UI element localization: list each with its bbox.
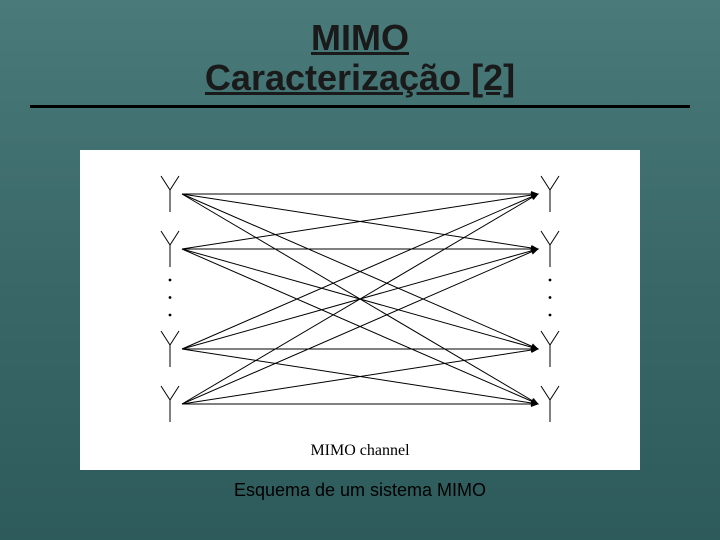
title-block: MIMO Caracterização [2] xyxy=(0,0,720,97)
caption: Esquema de um sistema MIMO xyxy=(0,480,720,501)
tx-antennas-group xyxy=(161,176,179,422)
ellipsis-dot xyxy=(169,279,172,282)
tx-antenna-icon xyxy=(161,176,179,212)
rx-antenna-icon xyxy=(541,331,559,367)
ellipsis-dot xyxy=(549,314,552,317)
ellipsis-dot xyxy=(169,296,172,299)
rx-antennas-group xyxy=(541,176,559,422)
mimo-svg xyxy=(80,150,640,470)
rx-antenna-icon xyxy=(541,386,559,422)
diagram-label: MIMO channel xyxy=(80,442,640,460)
tx-antenna-icon xyxy=(161,231,179,267)
mimo-diagram: MIMO channel xyxy=(80,150,640,470)
rx-antenna-icon xyxy=(541,176,559,212)
ellipsis-dot xyxy=(169,314,172,317)
slide: MIMO Caracterização [2] MIMO channel Esq… xyxy=(0,0,720,540)
title-underline-rule xyxy=(30,105,690,108)
rx-antenna-icon xyxy=(541,231,559,267)
title-line-2: Caracterização [2] xyxy=(0,58,720,98)
title-line-1: MIMO xyxy=(0,18,720,58)
edges-group xyxy=(182,194,538,404)
ellipsis-dots xyxy=(169,279,552,317)
tx-antenna-icon xyxy=(161,386,179,422)
ellipsis-dot xyxy=(549,296,552,299)
tx-antenna-icon xyxy=(161,331,179,367)
ellipsis-dot xyxy=(549,279,552,282)
